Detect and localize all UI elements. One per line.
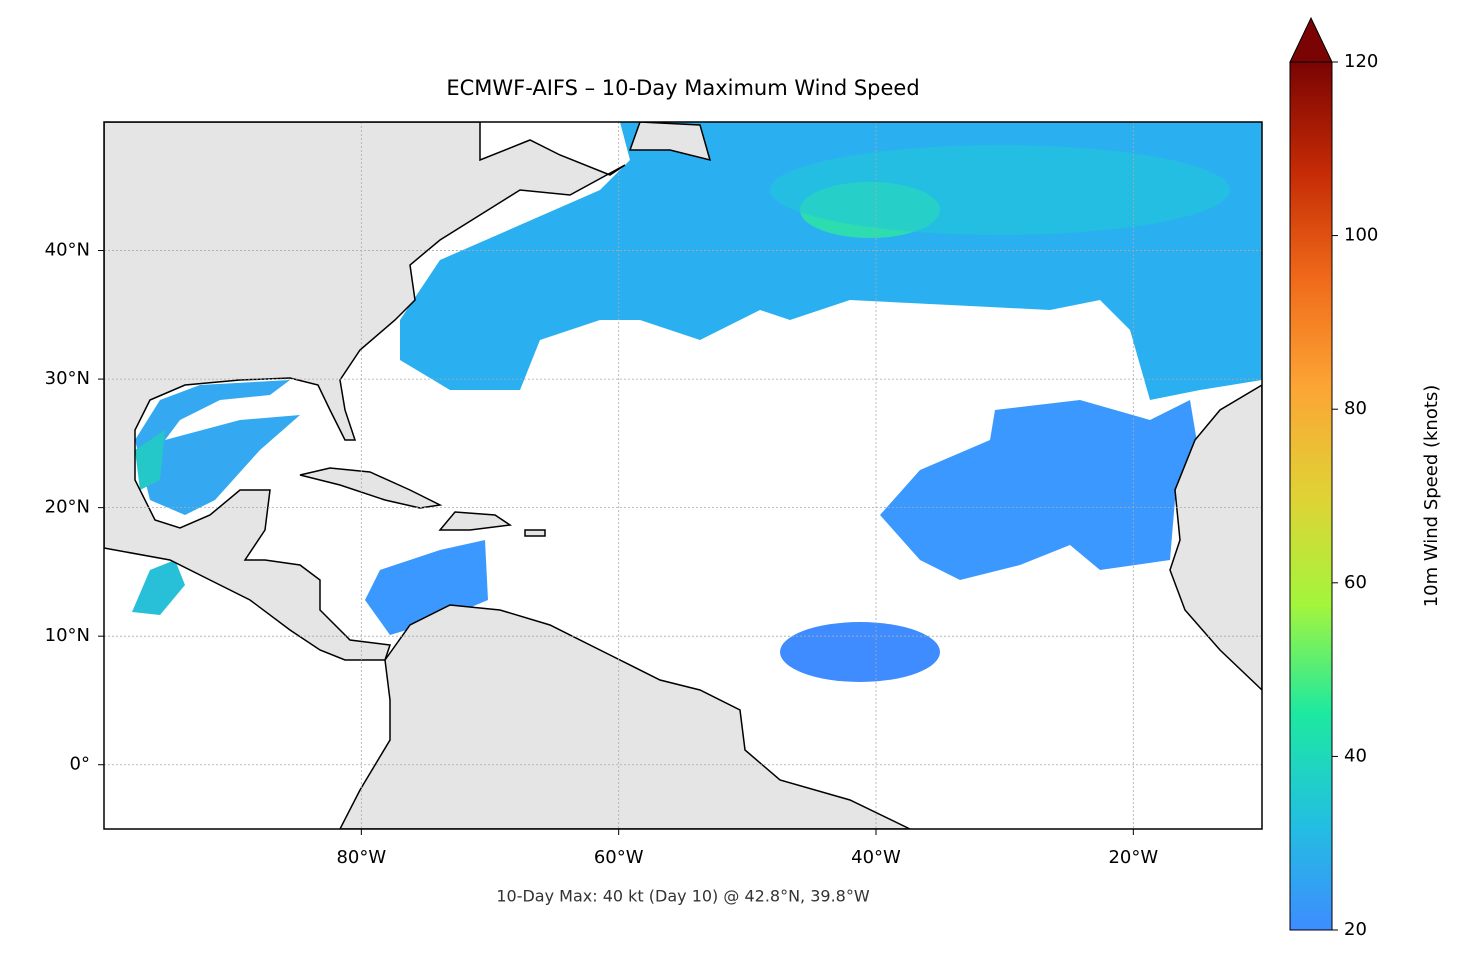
x-tick-label: 40°W xyxy=(851,847,901,868)
y-tick-label: 30°N xyxy=(45,368,90,389)
land xyxy=(104,122,1262,829)
y-tick-label: 10°N xyxy=(45,625,90,646)
wind-area xyxy=(770,145,1230,235)
x-tick-label: 80°W xyxy=(336,847,386,868)
wind-area xyxy=(780,622,940,682)
colorbar-gradient xyxy=(1289,61,1333,931)
grid xyxy=(104,122,1262,829)
canada-maritimes xyxy=(628,122,712,162)
wind-area xyxy=(135,430,165,490)
colorbar-tick-label: 80 xyxy=(1344,398,1367,419)
y-tick-label: 20°N xyxy=(45,497,90,518)
map-frame xyxy=(103,121,1263,830)
colorbar-extend xyxy=(1289,16,1333,63)
south-america xyxy=(339,604,911,829)
north-america xyxy=(104,122,626,661)
cuba xyxy=(299,467,443,509)
colorbar-tick-label: 60 xyxy=(1344,572,1367,593)
wind-area xyxy=(132,560,185,615)
y-tick-label: 40°N xyxy=(45,240,90,261)
hispaniola xyxy=(438,511,513,531)
colorbar-tick-label: 120 xyxy=(1344,51,1378,72)
africa xyxy=(1169,384,1262,692)
wind-area xyxy=(135,380,300,515)
colorbar-tick-label: 20 xyxy=(1344,919,1367,940)
wind-area xyxy=(880,400,1200,580)
map xyxy=(104,122,1262,829)
colorbar-label: 10m Wind Speed (knots) xyxy=(1421,385,1442,608)
y-tick-label: 0° xyxy=(70,754,90,775)
puerto-rico xyxy=(524,529,546,537)
chart-title: ECMWF-AIFS – 10-Day Maximum Wind Speed xyxy=(446,76,919,100)
colorbar-tick-label: 40 xyxy=(1344,745,1367,766)
colorbar: 10m Wind Speed (knots) xyxy=(1289,16,1442,931)
annotation: 10-Day Max: 40 kt (Day 10) @ 42.8°N, 39.… xyxy=(496,887,870,906)
x-tick-label: 60°W xyxy=(594,847,644,868)
colorbar-tick-label: 100 xyxy=(1344,225,1378,246)
x-tick-label: 20°W xyxy=(1108,847,1158,868)
